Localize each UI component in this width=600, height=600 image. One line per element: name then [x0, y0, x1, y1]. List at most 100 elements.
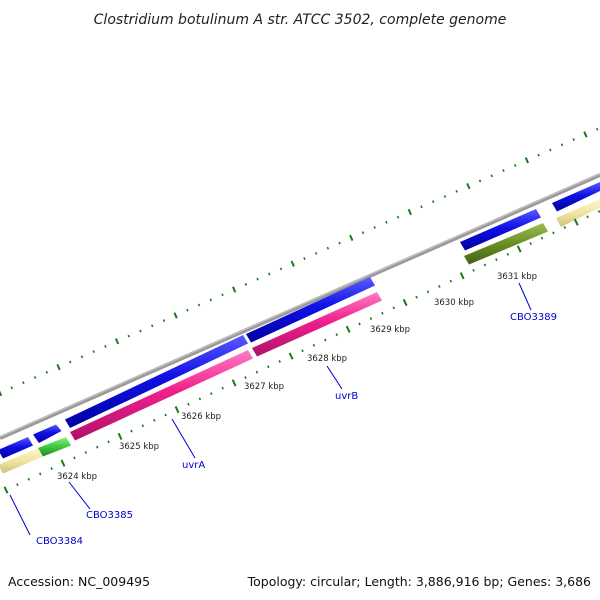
inner-ruler-major-tick	[402, 298, 408, 307]
outer-ruler-minor-tick	[92, 350, 95, 354]
gene-label-cbo3385[interactable]: CBO3385	[86, 510, 133, 521]
outer-ruler-minor-tick	[314, 251, 318, 255]
inner-ruler-minor-tick	[529, 242, 532, 246]
tick-label-3630: 3630 kbp	[434, 298, 474, 308]
inner-ruler-minor-tick	[267, 365, 270, 369]
inner-ruler-minor-tick	[358, 322, 361, 326]
outer-ruler-major-tick	[466, 182, 471, 190]
inner-ruler-minor-tick	[50, 467, 53, 471]
outer-ruler-minor-tick	[127, 334, 131, 338]
outer-ruler-minor-tick	[22, 381, 25, 385]
inner-ruler-minor-tick	[597, 210, 600, 213]
outer-ruler-minor-tick	[69, 360, 72, 364]
outer-ruler-minor-tick	[80, 355, 84, 359]
outer-ruler-minor-tick	[162, 319, 166, 323]
outer-ruler-minor-tick	[338, 241, 341, 245]
outer-ruler-minor-tick	[549, 148, 552, 152]
inner-ruler-minor-tick	[472, 268, 475, 272]
tick-label-3628: 3628 kbp	[307, 354, 347, 364]
inner-ruler-major-tick	[516, 245, 522, 253]
inner-ruler-minor-tick	[27, 477, 31, 481]
inner-ruler-minor-tick	[415, 295, 418, 299]
inner-ruler-minor-tick	[73, 456, 76, 460]
inner-ruler-minor-tick	[540, 236, 544, 240]
outer-ruler-minor-tick	[244, 282, 248, 286]
inner-ruler-minor-tick	[483, 263, 487, 267]
outer-ruler-minor-tick	[45, 370, 49, 374]
scale-labels: 3624 kbp 3625 kbp 3626 kbp 3627 kbp 3628…	[57, 272, 537, 482]
inner-ruler	[3, 210, 600, 494]
inner-ruler-minor-tick	[255, 370, 259, 374]
leader-cbo3389	[518, 282, 532, 311]
inner-ruler-major-tick	[174, 406, 180, 414]
category-track	[0, 199, 600, 474]
outer-ruler-major-tick	[583, 131, 588, 138]
inner-ruler-minor-tick	[141, 424, 145, 428]
inner-ruler-minor-tick	[426, 290, 430, 294]
outer-ruler-minor-tick	[268, 272, 271, 276]
category-feature-cbo3385	[38, 437, 71, 457]
outer-ruler-minor-tick	[221, 293, 224, 297]
tick-label-3625: 3625 kbp	[119, 442, 159, 452]
leader-uvrb	[326, 365, 343, 390]
outer-ruler-major-tick	[407, 208, 412, 216]
tick-label-3631: 3631 kbp	[497, 272, 537, 282]
outer-ruler-major-tick	[114, 338, 120, 345]
gene-leaders	[9, 282, 532, 536]
outer-ruler-minor-tick	[279, 267, 283, 271]
category-feature-uvra	[70, 350, 253, 441]
outer-ruler-minor-tick	[256, 277, 259, 281]
cds-track-forward	[0, 182, 600, 459]
gene-label-cbo3389[interactable]: CBO3389	[510, 312, 557, 323]
outer-ruler-major-tick	[232, 286, 237, 293]
outer-ruler-minor-tick	[443, 195, 447, 198]
leader-uvra	[171, 418, 196, 459]
inner-ruler-minor-tick	[244, 376, 247, 379]
genome-backbone-highlight	[0, 173, 600, 438]
outer-ruler-minor-tick	[361, 231, 365, 235]
outer-ruler-minor-tick	[502, 169, 505, 173]
inner-ruler-major-tick	[288, 352, 294, 360]
inner-ruler-minor-tick	[586, 215, 589, 219]
inner-ruler-minor-tick	[38, 472, 42, 476]
inner-ruler-minor-tick	[221, 386, 224, 390]
cds-feature-uvra	[65, 335, 248, 428]
outer-ruler-minor-tick	[513, 164, 517, 167]
inner-ruler-minor-tick	[301, 349, 304, 353]
inner-ruler-major-tick	[573, 218, 579, 226]
category-feature-cbo3384	[0, 448, 43, 474]
gene-labels: CBO3384 CBO3385 uvrA uvrB CBO3389	[36, 312, 557, 547]
category-feature-uvrb	[252, 292, 382, 357]
outer-ruler-minor-tick	[197, 303, 201, 307]
tick-label-3629: 3629 kbp	[370, 325, 410, 335]
outer-ruler-minor-tick	[478, 179, 482, 183]
inner-ruler-minor-tick	[506, 252, 510, 256]
outer-ruler-major-tick	[56, 363, 61, 371]
outer-ruler-minor-tick	[150, 324, 154, 328]
outer-ruler-minor-tick	[385, 220, 388, 224]
gene-label-uvrb[interactable]: uvrB	[335, 391, 358, 402]
inner-ruler-minor-tick	[164, 413, 167, 417]
inner-ruler-minor-tick	[278, 360, 281, 363]
cds-feature-cbo3384	[0, 437, 33, 459]
outer-ruler-minor-tick	[10, 386, 13, 390]
gene-label-uvra[interactable]: uvrA	[182, 460, 205, 471]
inner-ruler-major-tick	[60, 459, 66, 467]
map-title: Clostridium botulinum A str. ATCC 3502, …	[94, 12, 507, 28]
outer-ruler-minor-tick	[537, 153, 540, 157]
outer-ruler-minor-tick	[396, 215, 400, 219]
accession-text: Accession: NC_009495	[8, 574, 150, 589]
inner-ruler-minor-tick	[495, 258, 498, 262]
inner-ruler-minor-tick	[130, 429, 133, 433]
inner-ruler-major-tick	[459, 272, 465, 280]
cds-feature-cbo3389	[460, 209, 541, 251]
tick-label-3627: 3627 kbp	[244, 382, 284, 392]
inner-ruler-major-tick	[117, 432, 123, 441]
outer-ruler-major-tick	[349, 234, 354, 242]
gene-label-cbo3384[interactable]: CBO3384	[36, 536, 83, 547]
inner-ruler-minor-tick	[16, 483, 19, 487]
category-feature-next	[556, 199, 600, 227]
inner-ruler-minor-tick	[107, 440, 110, 444]
inner-ruler-minor-tick	[381, 311, 384, 315]
inner-ruler-major-tick	[3, 486, 9, 494]
